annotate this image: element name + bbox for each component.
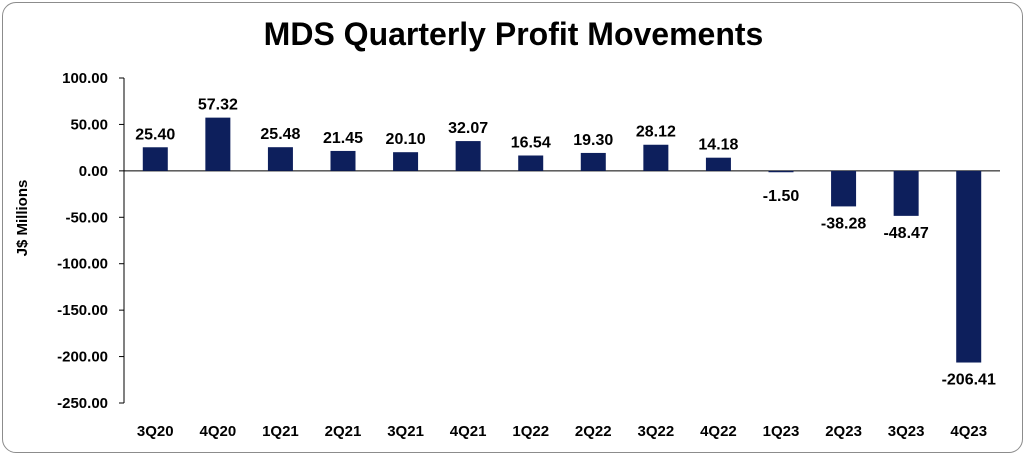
x-tick-label: 4Q20: [200, 423, 237, 440]
bar-1Q21: [267, 147, 293, 171]
y-tick-label: -200.00: [57, 349, 108, 366]
x-tick-label: 1Q22: [512, 423, 549, 440]
bar-4Q21: [455, 141, 481, 171]
x-tick-label: 1Q21: [262, 423, 299, 440]
y-tick-label: -50.00: [65, 209, 108, 226]
x-tick-label: 4Q23: [950, 423, 987, 440]
bar-2Q21: [330, 150, 356, 171]
x-tick-label: 2Q23: [825, 423, 862, 440]
data-label: 14.18: [698, 137, 738, 154]
x-tick-label: 2Q21: [325, 423, 362, 440]
bar-4Q20: [205, 117, 231, 171]
bar-3Q20: [142, 147, 168, 171]
data-label: 16.54: [511, 134, 551, 151]
bar-2Q23: [831, 170, 857, 207]
bar-3Q22: [643, 144, 669, 171]
data-label: -38.28: [821, 215, 866, 232]
y-tick-label: 100.00: [62, 70, 108, 87]
y-tick-label: 0.00: [79, 163, 108, 180]
bar-4Q23: [956, 170, 982, 363]
bar-1Q22: [518, 155, 544, 171]
x-tick-label: 3Q23: [888, 423, 925, 440]
x-tick-label: 3Q21: [387, 423, 424, 440]
bar-3Q21: [393, 152, 419, 171]
bar-3Q23: [893, 170, 919, 216]
chart-title: MDS Quarterly Profit Movements: [263, 16, 764, 52]
data-label: 19.30: [573, 132, 613, 149]
x-tick-label: 3Q20: [137, 423, 174, 440]
x-tick-label: 4Q21: [450, 423, 487, 440]
data-label: 25.48: [260, 126, 300, 143]
data-label: 32.07: [448, 120, 488, 137]
x-tick-label: 4Q22: [700, 423, 737, 440]
y-tick-label: -150.00: [57, 302, 108, 319]
y-axis-label: J$ Millions: [14, 180, 31, 257]
data-label: 25.40: [135, 126, 175, 143]
bar-4Q22: [705, 157, 731, 171]
x-tick-label: 2Q22: [575, 423, 612, 440]
data-label: -48.47: [883, 225, 928, 242]
y-tick-label: -100.00: [57, 256, 108, 273]
x-tick-label: 1Q23: [763, 423, 800, 440]
axes: 100.00 50.00 0.00 -50.00 -100.00 -150.00 -200.…: [57, 70, 1000, 440]
data-labels: 25.40 57.32 25.48 21.45 20.10 32.07 16.54 19.30…: [135, 97, 996, 389]
data-label: -206.41: [942, 372, 996, 389]
data-label: 21.45: [323, 130, 363, 147]
bar-2Q22: [580, 152, 606, 171]
bars: [142, 117, 982, 363]
bar-1Q23: [768, 170, 794, 173]
data-label: -1.50: [763, 188, 800, 205]
x-tick-label: 3Q22: [638, 423, 675, 440]
y-tick-label: -250.00: [57, 395, 108, 412]
y-tick-label: 50.00: [70, 116, 108, 133]
data-label: 20.10: [386, 131, 426, 148]
data-label: 28.12: [636, 124, 676, 141]
data-label: 57.32: [198, 97, 238, 114]
